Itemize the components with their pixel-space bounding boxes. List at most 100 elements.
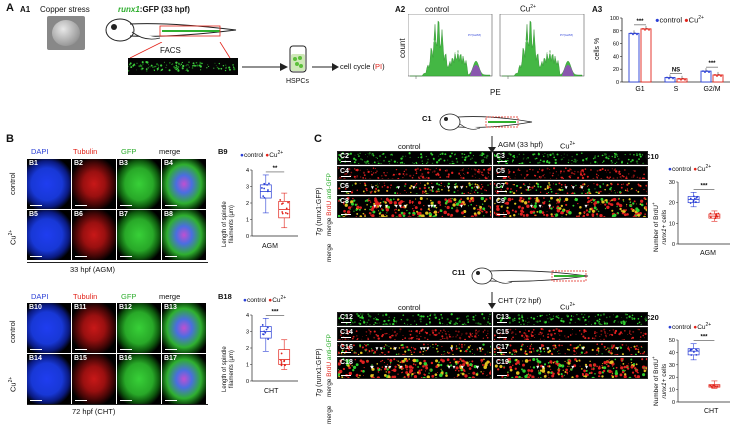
c-strip-c19: C19 xyxy=(493,357,648,379)
c-strip-label: C7 xyxy=(496,183,505,190)
cht-stage-label: CHT (72 hpf) xyxy=(498,296,542,305)
box-ytick: 20 xyxy=(669,375,675,381)
b-image-label: B6 xyxy=(74,211,83,218)
b-merge-bottom: merge xyxy=(159,292,181,301)
panel-label-b9: B9 xyxy=(218,147,228,156)
c-control-title-top: control xyxy=(398,142,421,151)
box-ytick: 30 xyxy=(669,180,675,186)
a3-significance: *** xyxy=(636,19,644,25)
b-image-b14: B14 xyxy=(27,354,71,404)
c-strip-label: C17 xyxy=(496,344,509,351)
gate-g1: P5(G1) xyxy=(426,39,436,43)
box-ytick: 0 xyxy=(246,234,249,240)
c-strip-c14: C14 xyxy=(337,327,492,341)
box-ytick: 30 xyxy=(669,363,675,369)
panel-label-c: C xyxy=(314,133,322,145)
b-image-b13: B13 xyxy=(162,303,206,353)
box-ytick: 0 xyxy=(246,379,249,385)
c-strip-label: C15 xyxy=(496,329,509,336)
histogram-cu: P5(G1) P6(S) P7(G2/M) xyxy=(499,14,585,79)
box-ytick: 0 xyxy=(672,400,675,406)
c-tg-label-bottom: Tg (runx1:GFP) xyxy=(316,348,323,397)
b-image-label: B2 xyxy=(74,160,83,167)
b-stage-bottom: 72 hpf (CHT) xyxy=(72,407,116,416)
panel-label-a: A xyxy=(6,2,14,14)
zebrafish-drawing-c1 xyxy=(439,113,533,131)
c-strip-c7: C7 xyxy=(493,181,648,195)
a3-category: G2/M xyxy=(703,86,720,93)
box-ytick: 3 xyxy=(246,330,249,336)
a2-ylabel: count xyxy=(398,38,407,58)
box-ytick: 10 xyxy=(669,221,675,227)
b-image-label: B7 xyxy=(119,211,128,218)
b-image-b1: B1 xyxy=(27,159,71,209)
b-image-b5: B5 xyxy=(27,210,71,260)
box-significance: ** xyxy=(273,166,278,172)
b-cu-row-label: Cu2+ xyxy=(8,229,18,245)
embryo-photo xyxy=(47,16,85,50)
facs-label: FACS xyxy=(160,46,181,55)
c10-box-plot: 0 10 20 30 *** xyxy=(669,180,730,248)
c-strip-label: C9 xyxy=(496,198,505,205)
facs-gfp-strip xyxy=(128,58,238,75)
c-strip-c3: C3 xyxy=(493,151,648,165)
c20-xlabel: CHT xyxy=(704,408,719,415)
box-ytick: 50 xyxy=(669,338,675,344)
b9-box-plot: 0 1 2 3 4 ** xyxy=(246,166,298,240)
copper-stress-label: Copper stress xyxy=(40,5,90,14)
runx1-gfp-label: runx1:GFP (33 hpf) xyxy=(118,5,190,14)
tube-icon xyxy=(289,45,307,73)
b-dapi-bottom: DAPI xyxy=(31,292,49,301)
c-tg-label-top: Tg (runx1:GFP) xyxy=(316,187,323,236)
c-strip-c18: C18 xyxy=(337,357,492,379)
a3-ytick: 100 xyxy=(610,16,619,22)
c20-legend: ●control ●Cu2+ xyxy=(668,322,712,332)
a2-xlabel: PE xyxy=(490,88,501,97)
b-image-label: B17 xyxy=(164,355,177,362)
b18-box-plot: 0 1 2 3 4 *** xyxy=(246,309,298,385)
b-image-b7: B7 xyxy=(117,210,161,260)
arrow-agm xyxy=(488,136,496,153)
b-gfp-top: GFP xyxy=(121,147,137,156)
b-image-label: B14 xyxy=(29,355,42,362)
a2-cu-title: Cu2+ xyxy=(520,4,536,14)
c-strip-label: C8 xyxy=(340,198,349,205)
a3-significance: *** xyxy=(708,61,716,67)
c-stain-label-top: merge BrdU anti-GFP xyxy=(326,173,333,236)
b9-ylabel: Length of spindle filaments (μm) xyxy=(222,201,235,247)
a3-legend: ●control ●Cu2+ xyxy=(655,15,704,25)
c-control-title-bottom: control xyxy=(398,303,421,312)
c-strip-c5: C5 xyxy=(493,166,648,180)
panel-label-c11: C11 xyxy=(452,268,466,277)
gate-s: P6(S) xyxy=(544,51,552,55)
a3-category: G1 xyxy=(635,86,644,93)
c-strip-c17: C17 xyxy=(493,342,648,356)
c-strip-label: C12 xyxy=(340,314,353,321)
c-strip-c8: C8 xyxy=(337,196,492,218)
b-image-b15: B15 xyxy=(72,354,116,404)
box-ytick: 2 xyxy=(246,201,249,207)
b-tubulin-bottom: Tubulin xyxy=(73,292,98,301)
panel-label-a1: A1 xyxy=(20,5,31,14)
c-strip-label: C4 xyxy=(340,168,349,175)
b-image-label: B16 xyxy=(119,355,132,362)
hspcs-label: HSPCs xyxy=(286,78,309,85)
arrow-to-cell-cycle xyxy=(312,63,339,71)
panel-label-b: B xyxy=(6,133,14,145)
b-gfp-bottom: GFP xyxy=(121,292,137,301)
flow-histograms: P5(G1) P6(S) P7(G2/M) P5(G1) P6(S) P7(G2/M) xyxy=(408,14,585,79)
c-cu-title-bottom: Cu2+ xyxy=(560,302,576,312)
b-tubulin-top: Tubulin xyxy=(73,147,98,156)
c-strip-label: C18 xyxy=(340,359,353,366)
cell-cycle-bar-chart: 0 20 40 60 80 100 *** G1 NS S *** G2/M xyxy=(610,16,730,93)
box-ytick: 20 xyxy=(669,201,675,207)
box-ytick: 10 xyxy=(669,388,675,394)
a3-bar xyxy=(628,32,640,83)
b-image-b17: B17 xyxy=(162,354,206,404)
b-bottom-underline xyxy=(27,404,208,405)
b-image-b8: B8 xyxy=(162,210,206,260)
c-strip-label: C16 xyxy=(340,344,353,351)
b-image-label: B15 xyxy=(74,355,87,362)
box-ytick: 3 xyxy=(246,185,249,191)
c-strip-label: C14 xyxy=(340,329,353,336)
